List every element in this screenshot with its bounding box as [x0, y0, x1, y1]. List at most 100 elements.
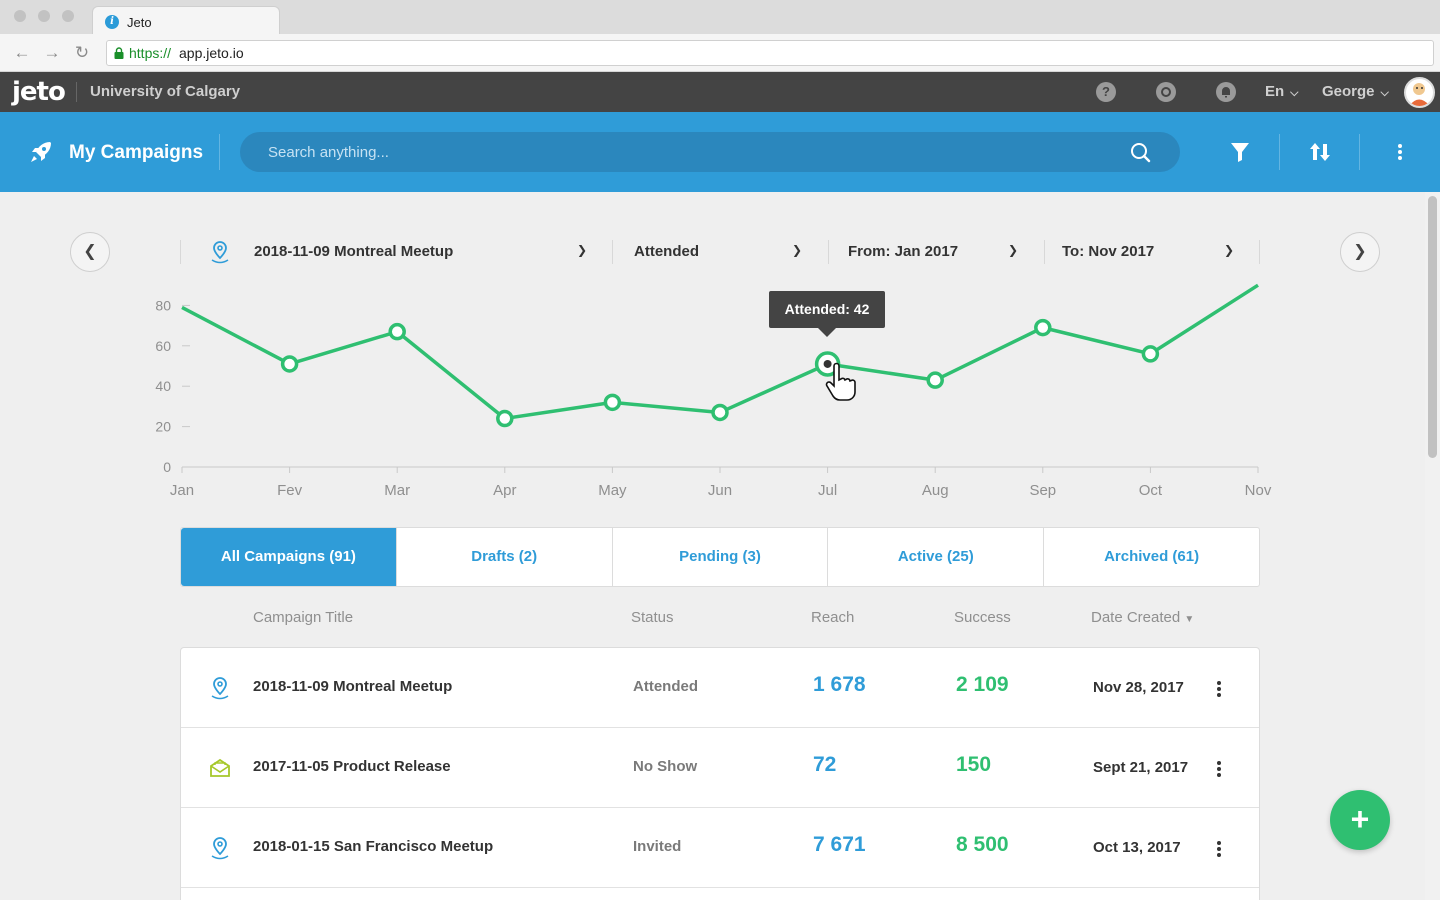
- campaigns-toolbar: My Campaigns: [0, 112, 1440, 192]
- toolbar-divider: [1359, 134, 1360, 170]
- campaign-status: Attended: [633, 678, 698, 695]
- table-row[interactable]: 2018-01-15 San Francisco Meetup Invited …: [181, 808, 1259, 888]
- user-name: George: [1322, 83, 1375, 100]
- language-label: En: [1265, 83, 1285, 100]
- metric-dropdown[interactable]: Attended ❯: [612, 240, 828, 264]
- previous-period-button[interactable]: ❮: [70, 232, 110, 272]
- campaign-success: 150: [956, 753, 992, 776]
- url-scheme: https://: [129, 45, 172, 61]
- column-header-title[interactable]: Campaign Title: [253, 609, 354, 626]
- toolbar-divider: [219, 134, 220, 170]
- settings-gear-icon[interactable]: [1156, 82, 1176, 102]
- url-host: app.jeto.io: [179, 45, 244, 61]
- organization-name[interactable]: University of Calgary: [90, 83, 241, 100]
- map-pin-icon: [211, 241, 229, 264]
- forward-arrow-icon[interactable]: →: [43, 43, 61, 62]
- campaign-date-created: Oct 13, 2017: [1093, 839, 1181, 856]
- tab-archived[interactable]: Archived (61): [1043, 528, 1259, 586]
- x-tick-label: Jun: [708, 482, 732, 499]
- chevron-down-icon: ❯: [792, 243, 803, 257]
- table-row[interactable]: 2017-11-05 Product Release No Show 72 15…: [181, 728, 1259, 808]
- sort-caret-down-icon: ▼: [1184, 614, 1195, 625]
- x-tick-label: Sep: [1029, 482, 1056, 499]
- tab-pending[interactable]: Pending (3): [611, 528, 828, 586]
- campaign-reach: 72: [813, 753, 837, 776]
- campaign-date-created: Nov 28, 2017: [1093, 679, 1184, 696]
- attendance-line-chart: 0 20 40 60 80 Jan Fev Mar Apr May Jun Jul Aug Sep Oct N…: [155, 283, 1272, 499]
- jeto-logo[interactable]: jeto: [12, 77, 66, 107]
- y-tick-label: 40: [155, 378, 171, 394]
- app-header: jeto University of Calgary ? En ⌵ George ⌵: [0, 72, 1440, 112]
- help-icon[interactable]: ?: [1096, 82, 1116, 102]
- search-bar[interactable]: [240, 132, 1180, 172]
- search-icon[interactable]: [1130, 142, 1152, 164]
- user-menu[interactable]: George ⌵: [1322, 83, 1389, 100]
- campaign-success: 2 109: [956, 673, 1009, 696]
- x-tick-label: Mar: [384, 482, 410, 499]
- campaign-title[interactable]: 2018-01-15 San Francisco Meetup: [253, 838, 494, 855]
- column-header-success[interactable]: Success: [954, 609, 1011, 626]
- browser-tab[interactable]: i Jeto: [92, 6, 280, 34]
- page-scrollbar[interactable]: [1425, 192, 1440, 900]
- scrollbar-thumb[interactable]: [1428, 196, 1437, 458]
- window-close-dot[interactable]: [14, 10, 26, 22]
- sort-arrows-icon[interactable]: [1308, 140, 1332, 164]
- email-open-icon: [210, 758, 230, 777]
- chevron-right-icon: ❯: [1353, 243, 1367, 260]
- filter-funnel-icon[interactable]: [1228, 140, 1252, 164]
- data-point: [1141, 345, 1160, 363]
- row-more-vertical-icon[interactable]: [1211, 756, 1227, 780]
- browser-address-bar: ← → ↻ https:// app.jeto.io: [0, 34, 1440, 72]
- data-point: [603, 393, 622, 412]
- url-field[interactable]: https:// app.jeto.io: [106, 40, 1434, 66]
- lock-icon: [114, 47, 124, 59]
- data-point: [496, 409, 514, 428]
- tab-active[interactable]: Active (25): [827, 528, 1043, 586]
- row-more-vertical-icon[interactable]: [1211, 676, 1227, 700]
- chart-tooltip: Attended: 42: [769, 291, 885, 328]
- campaign-date-created: Sept 21, 2017: [1093, 759, 1189, 776]
- campaign-status: No Show: [633, 758, 698, 775]
- campaign-title[interactable]: 2017-11-05 Product Release: [253, 758, 451, 775]
- search-input[interactable]: [268, 142, 1108, 162]
- window-minimize-dot[interactable]: [38, 10, 50, 22]
- notifications-bell-icon[interactable]: [1216, 82, 1236, 102]
- campaign-status: Invited: [633, 838, 682, 855]
- x-tick-label: Oct: [1139, 482, 1163, 499]
- row-more-vertical-icon[interactable]: [1211, 836, 1227, 860]
- from-date-dropdown[interactable]: From: Jan 2017 ❯: [828, 240, 1044, 264]
- jeto-favicon-icon: i: [105, 15, 119, 29]
- avatar[interactable]: [1404, 77, 1435, 108]
- add-campaign-button[interactable]: +: [1330, 790, 1390, 850]
- chevron-left-icon: ❮: [83, 243, 97, 260]
- tooltip-arrow: [818, 328, 836, 337]
- data-point: [388, 322, 406, 341]
- to-date-dropdown[interactable]: To: Nov 2017 ❯: [1044, 240, 1260, 264]
- column-header-reach[interactable]: Reach: [811, 609, 855, 626]
- next-period-button[interactable]: ❯: [1340, 232, 1380, 272]
- chevron-down-icon: ❯: [1224, 243, 1235, 257]
- tab-all-campaigns[interactable]: All Campaigns (91): [181, 528, 396, 586]
- x-tick-label: Fev: [277, 482, 303, 499]
- language-selector[interactable]: En ⌵: [1265, 83, 1299, 100]
- campaign-title[interactable]: 2018-11-09 Montreal Meetup: [253, 678, 453, 695]
- x-tick-label: Apr: [493, 482, 516, 499]
- back-arrow-icon[interactable]: ←: [13, 43, 31, 62]
- browser-tab-title: Jeto: [127, 15, 152, 30]
- y-tick-label: 60: [155, 338, 171, 354]
- campaign-dropdown-value: 2018-11-09 Montreal Meetup: [254, 243, 454, 260]
- x-tick-label: May: [598, 482, 627, 499]
- more-vertical-icon[interactable]: [1388, 140, 1412, 164]
- campaigns-table: 2018-11-09 Montreal Meetup Attended 1 67…: [180, 647, 1260, 900]
- x-tick-label: Jul: [818, 482, 837, 499]
- tab-drafts[interactable]: Drafts (2): [395, 528, 612, 586]
- browser-tab-bar: i Jeto: [0, 0, 1440, 34]
- campaign-dropdown[interactable]: 2018-11-09 Montreal Meetup ❯: [180, 240, 612, 264]
- column-header-date-created[interactable]: Date Created ▼: [1091, 609, 1194, 626]
- window-maximize-dot[interactable]: [62, 10, 74, 22]
- to-date-value: To: Nov 2017: [1062, 243, 1155, 260]
- highlighted-data-point-center: [823, 359, 832, 368]
- reload-icon[interactable]: ↻: [74, 43, 90, 62]
- table-row[interactable]: 2018-11-09 Montreal Meetup Attended 1 67…: [181, 648, 1259, 728]
- column-header-status[interactable]: Status: [631, 609, 674, 626]
